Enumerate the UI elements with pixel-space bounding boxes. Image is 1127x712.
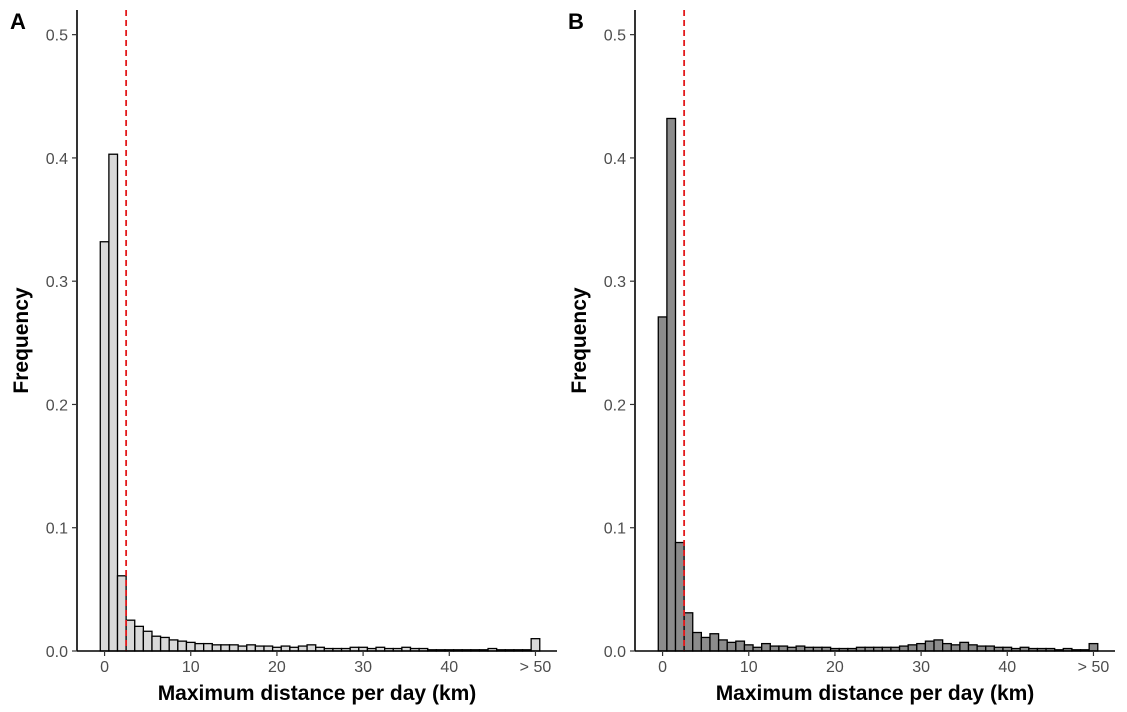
bar-a-10: [185, 641, 196, 652]
x-tick-label-a-30: 30: [354, 659, 372, 676]
x-tick-label-b-20: 20: [826, 659, 844, 676]
bar-b-35: [959, 641, 970, 652]
bar-a-12: [203, 642, 213, 652]
bar-b-2: [674, 541, 685, 652]
bar-a-50: [530, 638, 541, 652]
bar-b-31: [924, 640, 935, 652]
x-tick-label-b-50: > 50: [1078, 659, 1110, 676]
bar-a-7: [159, 636, 170, 652]
y-tick-label-a-0.1: 0.1: [46, 521, 68, 538]
x-tick-label-b-30: 30: [912, 659, 930, 676]
bar-b-6: [709, 633, 720, 652]
bar-b-36: [967, 644, 978, 652]
x-axis-title-a: Maximum distance per day (km): [158, 682, 477, 705]
bar-b-3: [683, 612, 694, 652]
bar-a-17: [246, 644, 257, 652]
x-tick-label-a-40: 40: [440, 659, 458, 676]
y-tick-label-b-0.4: 0.4: [604, 151, 626, 168]
x-ticks-a: 0 10 20 30 40 > 50: [100, 651, 551, 676]
histogram-panel-a: A 0 10 20 30 40 > 50 0.0 0.1 0.2 0.3 0.4 0.5 Maxim…: [10, 9, 557, 705]
panel-label-b: B: [568, 9, 584, 34]
y-tick-label-a-0.4: 0.4: [46, 151, 68, 168]
bar-a-1: [108, 153, 119, 652]
y-tick-label-b-0.3: 0.3: [604, 274, 626, 291]
bar-b-34: [950, 644, 961, 652]
panel-label-a: A: [10, 9, 26, 34]
bar-a-15: [228, 644, 239, 652]
bar-a-4: [134, 625, 145, 652]
y-tick-label-b-0: 0.0: [604, 644, 626, 661]
bar-b-7: [717, 639, 728, 652]
bar-a-9: [177, 640, 188, 652]
x-tick-label-b-0: 0: [658, 659, 667, 676]
bar-a-6: [151, 635, 162, 652]
bar-b-12: [761, 642, 771, 652]
bar-b-33: [942, 642, 952, 652]
y-tick-label-a-0: 0.0: [46, 644, 68, 661]
y-ticks-b: 0.0 0.1 0.2 0.3 0.4 0.5: [604, 28, 635, 661]
x-tick-label-a-50: > 50: [520, 659, 552, 676]
bar-b-32: [933, 639, 944, 652]
y-tick-label-a-0.3: 0.3: [46, 274, 68, 291]
bar-a-2: [116, 575, 127, 652]
x-tick-label-b-10: 10: [740, 659, 758, 676]
bar-b-29: [907, 644, 918, 652]
x-tick-label-a-20: 20: [268, 659, 286, 676]
y-tick-label-b-0.5: 0.5: [604, 28, 626, 45]
y-tick-label-b-0.2: 0.2: [604, 397, 626, 414]
y-axis-title-a: Frequency: [10, 287, 33, 394]
bar-b-9: [735, 640, 746, 652]
bar-a-3: [125, 619, 136, 652]
bar-a-11: [194, 642, 205, 652]
bar-a-24: [306, 644, 317, 652]
y-ticks-a: 0.0 0.1 0.2 0.3 0.4 0.5: [46, 28, 77, 661]
x-tick-label-a-0: 0: [100, 659, 109, 676]
y-tick-label-a-0.2: 0.2: [46, 397, 68, 414]
bar-b-4: [692, 631, 703, 652]
bars-a: [99, 153, 541, 652]
bar-a-5: [142, 630, 153, 652]
bar-b-50: [1088, 642, 1099, 652]
bar-b-10: [743, 644, 754, 652]
bar-a-13: [211, 644, 222, 652]
y-tick-label-a-0.5: 0.5: [46, 28, 68, 45]
bar-b-30: [916, 642, 927, 652]
x-tick-label-b-40: 40: [998, 659, 1016, 676]
x-ticks-b: 0 10 20 30 40 > 50: [658, 651, 1109, 676]
y-tick-label-b-0.1: 0.1: [604, 521, 626, 538]
x-axis-title-b: Maximum distance per day (km): [716, 682, 1035, 705]
bar-b-8: [726, 641, 737, 652]
histogram-panel-b: B 0 10 20 30 40 > 50 0.0 0.1 0.2 0.3 0.4 0.5 Maxim…: [568, 9, 1115, 705]
y-axis-title-b: Frequency: [568, 287, 591, 394]
bar-a-14: [220, 644, 231, 652]
bar-a-0: [99, 241, 110, 652]
x-tick-label-a-10: 10: [182, 659, 200, 676]
bar-b-1: [666, 117, 677, 652]
bars-b: [657, 117, 1099, 652]
bar-b-0: [657, 316, 668, 652]
bar-b-5: [700, 636, 711, 652]
bar-a-8: [168, 639, 179, 652]
